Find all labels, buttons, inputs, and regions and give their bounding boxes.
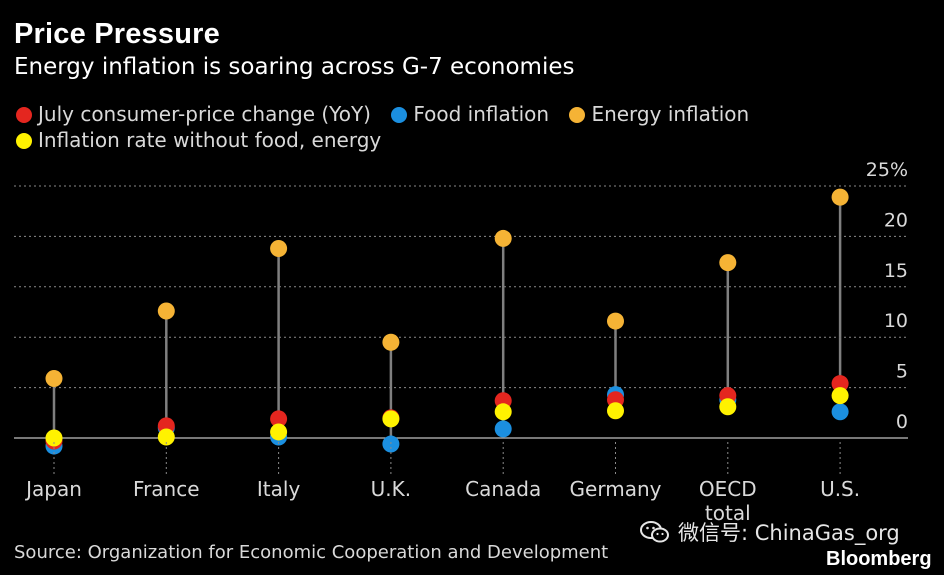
legend-label-cpi: July consumer-price change (YoY) [38, 102, 371, 126]
legend-item-core: Inflation rate without food, energy [16, 127, 381, 153]
y-tick-label-10: 10 [884, 310, 908, 332]
legend-dot-food [391, 107, 408, 123]
point-core-5 [607, 402, 624, 420]
chart-legend: July consumer-price change (YoY) Food in… [16, 101, 796, 153]
chart-title: Price Pressure [14, 18, 220, 50]
y-tick-label-25: 25% [866, 159, 908, 181]
y-tick-label-15: 15 [884, 260, 908, 282]
x-tick-label-0: Japan [24, 477, 82, 501]
point-core-0 [45, 429, 63, 447]
point-energy-2 [270, 239, 288, 257]
x-tick-label-7: U.S. [820, 477, 860, 501]
x-axis-ticks: Japan France Italy U.K. Canada Germany OECD tot… [24, 442, 860, 525]
point-cpi-2 [270, 410, 288, 428]
watermark-text: 微信号: ChinaGas_org [678, 521, 900, 545]
point-food-7 [831, 403, 849, 421]
point-core-3 [382, 410, 400, 428]
point-energy-7 [831, 188, 849, 206]
legend-label-core: Inflation rate without food, energy [38, 128, 382, 152]
point-core-7 [831, 387, 849, 405]
legend-item-energy: Energy inflation [569, 101, 749, 127]
point-food-3 [382, 435, 400, 453]
legend-label-energy: Energy inflation [591, 102, 750, 126]
point-core-6 [719, 398, 737, 416]
x-tick-label-3: U.K. [371, 477, 411, 501]
wechat-watermark: 微信号: ChinaGas_org [640, 517, 900, 547]
x-tick-label-4: Canada [465, 477, 541, 501]
point-energy-6 [719, 254, 737, 272]
legend-dot-core [16, 133, 32, 149]
y-tick-label-0: 0 [896, 411, 908, 433]
point-energy-3 [382, 333, 400, 351]
x-tick-label-6: OECD total [699, 477, 757, 525]
x-tick-label-1: France [133, 477, 200, 501]
chart-subtitle: Energy inflation is soaring across G-7 e… [14, 54, 575, 80]
point-energy-0 [45, 370, 63, 388]
legend-item-food: Food inflation [391, 101, 549, 127]
point-cpi-7 [831, 375, 849, 393]
point-core-2 [270, 423, 288, 441]
point-core-1 [157, 428, 175, 446]
y-axis-ticks: 0 5 10 15 20 25% [866, 159, 908, 433]
y-tick-label-20: 20 [884, 209, 908, 231]
legend-dot-cpi [16, 107, 32, 123]
gridlines [14, 185, 908, 439]
wechat-icon [640, 520, 670, 544]
data-points [45, 188, 849, 455]
point-energy-5 [607, 312, 624, 330]
legend-dot-energy [569, 107, 586, 123]
point-core-4 [494, 403, 512, 421]
point-energy-1 [157, 302, 175, 320]
x-tick-label-5: Germany [570, 477, 662, 501]
bloomberg-logo: Bloomberg [826, 548, 932, 570]
legend-label-food: Food inflation [413, 102, 550, 126]
source-note: Source: Organization for Economic Cooper… [14, 542, 609, 563]
x-tick-label-2: Italy [257, 477, 301, 501]
point-food-4 [494, 420, 512, 438]
legend-item-cpi: July consumer-price change (YoY) [16, 101, 371, 127]
point-energy-4 [494, 229, 512, 247]
y-tick-label-5: 5 [896, 361, 908, 383]
